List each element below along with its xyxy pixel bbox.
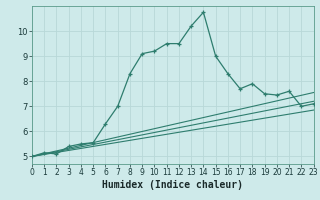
- X-axis label: Humidex (Indice chaleur): Humidex (Indice chaleur): [102, 180, 243, 190]
